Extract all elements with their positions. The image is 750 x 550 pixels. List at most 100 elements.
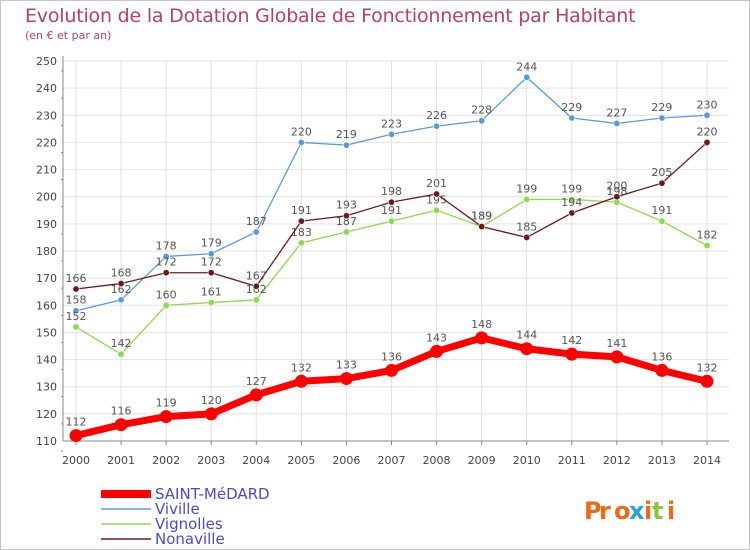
chart-title: Evolution de la Dotation Globale de Fonc… xyxy=(25,5,636,27)
data-point xyxy=(568,209,576,217)
x-tick-label: 2007 xyxy=(378,454,406,467)
data-point xyxy=(162,252,170,260)
data-point xyxy=(703,242,711,250)
y-tick-label: 240 xyxy=(36,82,57,95)
x-tick-label: 2006 xyxy=(332,454,360,467)
data-point xyxy=(249,388,263,402)
data-label: 229 xyxy=(651,101,672,114)
data-point xyxy=(204,407,218,421)
data-point xyxy=(342,212,350,220)
data-label: 141 xyxy=(606,337,627,350)
data-label: 200 xyxy=(606,180,627,193)
data-label: 182 xyxy=(697,229,718,242)
data-point xyxy=(387,130,395,138)
data-point xyxy=(117,350,125,358)
data-point xyxy=(117,296,125,304)
data-label: 191 xyxy=(381,204,402,217)
x-tick-label: 2008 xyxy=(423,454,451,467)
logo-letter: P xyxy=(584,497,602,525)
data-point xyxy=(700,374,714,388)
y-tick-label: 180 xyxy=(36,245,57,258)
data-point xyxy=(478,223,486,231)
data-label: 226 xyxy=(426,109,447,122)
data-point xyxy=(565,347,579,361)
data-label: 205 xyxy=(651,166,672,179)
data-label: 162 xyxy=(111,283,132,296)
data-label: 189 xyxy=(471,210,492,223)
data-point xyxy=(655,363,669,377)
legend-label: SAINT-MéDARD xyxy=(155,485,270,503)
data-point xyxy=(72,285,80,293)
data-point xyxy=(610,350,624,364)
data-label: 220 xyxy=(291,125,312,138)
data-point xyxy=(475,331,489,345)
data-point xyxy=(385,363,398,377)
data-point xyxy=(294,374,308,388)
data-point xyxy=(252,282,260,290)
data-label: 172 xyxy=(156,256,177,269)
data-point xyxy=(207,299,215,307)
data-label: 161 xyxy=(201,286,222,299)
data-label: 229 xyxy=(561,101,582,114)
series-0: 112 116 119 120 127 132 133 136 143 148 144 142 141 1… xyxy=(66,318,718,443)
data-label: 223 xyxy=(381,117,402,130)
x-tick-label: 2002 xyxy=(152,454,180,467)
data-label: 187 xyxy=(246,215,267,228)
logo-letter: r xyxy=(599,497,611,525)
y-tick-label: 190 xyxy=(36,218,57,231)
data-point xyxy=(433,190,441,198)
data-label: 227 xyxy=(606,106,627,119)
data-point xyxy=(430,344,444,358)
data-point xyxy=(658,179,666,187)
data-point xyxy=(252,228,260,236)
y-tick-label: 130 xyxy=(36,381,57,394)
legend-label: Nonaville xyxy=(155,530,225,548)
x-tick-label: 2012 xyxy=(603,454,631,467)
data-point xyxy=(387,198,395,206)
x-tick-label: 2010 xyxy=(513,454,541,467)
x-tick-label: 2009 xyxy=(468,454,496,467)
y-tick-label: 220 xyxy=(36,136,57,149)
data-point xyxy=(114,418,128,432)
data-label: 132 xyxy=(291,361,312,374)
data-label: 133 xyxy=(336,359,357,372)
data-label: 179 xyxy=(201,237,222,250)
data-label: 185 xyxy=(516,220,537,233)
y-tick-label: 230 xyxy=(36,109,57,122)
logo-letter: o xyxy=(614,497,631,525)
data-label: 152 xyxy=(66,310,87,323)
data-label: 120 xyxy=(201,394,222,407)
x-tick-label: 2003 xyxy=(197,454,225,467)
chart-subtitle: (en € et par an) xyxy=(25,29,112,42)
data-label: 112 xyxy=(66,416,87,429)
data-label: 220 xyxy=(697,125,718,138)
data-point xyxy=(523,73,531,81)
data-point xyxy=(159,410,173,424)
data-point xyxy=(207,269,215,277)
data-label: 148 xyxy=(471,318,492,331)
data-point xyxy=(568,195,576,203)
data-label: 143 xyxy=(426,331,447,344)
proxiti-logo: Pr ox i t i xyxy=(584,497,675,525)
data-point xyxy=(72,323,80,331)
data-label: 142 xyxy=(561,334,582,347)
data-point xyxy=(69,429,83,443)
x-tick-label: 2014 xyxy=(693,454,721,467)
data-label: 201 xyxy=(426,177,447,190)
data-point xyxy=(658,114,666,122)
data-point xyxy=(207,250,215,258)
data-point xyxy=(613,193,621,201)
data-label: 191 xyxy=(651,204,672,217)
data-label: 230 xyxy=(697,98,718,111)
x-tick-label: 2013 xyxy=(648,454,676,467)
data-point xyxy=(117,280,125,288)
y-tick-label: 250 xyxy=(36,55,57,68)
logo-letter: t xyxy=(652,497,663,525)
data-label: 195 xyxy=(426,193,447,206)
data-label: 158 xyxy=(66,294,87,307)
data-point xyxy=(703,138,711,146)
x-tick-label: 2001 xyxy=(107,454,135,467)
data-label: 244 xyxy=(516,60,537,73)
